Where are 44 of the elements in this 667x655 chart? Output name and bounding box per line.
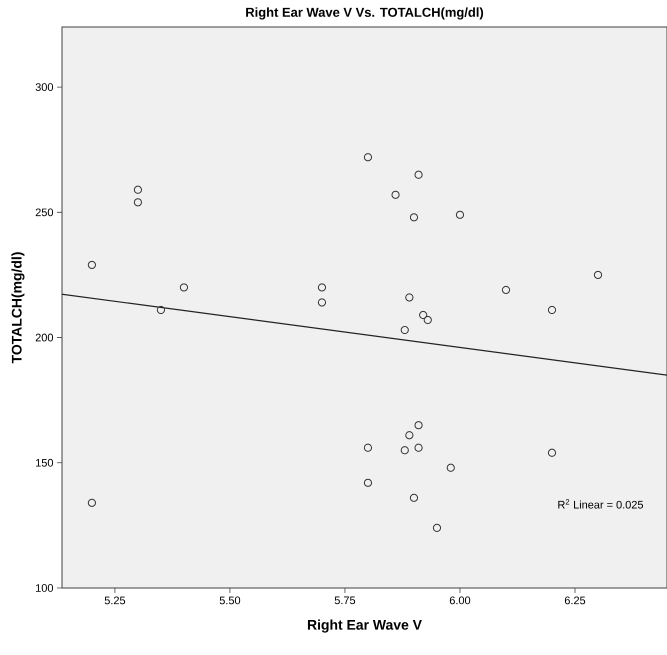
point — [391, 190, 400, 199]
point — [318, 283, 326, 292]
x-axis-title: Right Ear Wave V — [308, 620, 422, 633]
point — [594, 270, 602, 280]
point — [414, 444, 423, 452]
point — [548, 448, 556, 457]
point — [88, 498, 96, 507]
point — [414, 170, 423, 179]
point — [364, 478, 372, 487]
point — [134, 198, 142, 206]
point — [88, 260, 96, 270]
y-tick-label: 100 — [36, 584, 54, 592]
y-tick-label: 250 — [36, 208, 54, 216]
x-tick-label: 6.25 — [564, 596, 586, 604]
point — [400, 326, 409, 334]
annotation: R$^{2}$ Linear = 0.025 — [558, 499, 644, 509]
point — [405, 293, 414, 302]
point — [502, 286, 510, 294]
x-tick-label: 6.00 — [450, 596, 470, 604]
point — [446, 464, 455, 472]
point — [424, 316, 432, 324]
point — [364, 153, 372, 162]
x-tick-label: 5.50 — [220, 596, 240, 604]
point — [419, 310, 428, 320]
point — [410, 213, 418, 222]
point — [400, 446, 409, 454]
chart-title: Right Ear Wave V Vs. TOTALCH(mg/dl) — [246, 7, 484, 20]
point — [180, 283, 188, 292]
point — [548, 306, 556, 314]
point — [432, 524, 442, 532]
y-tick-label: 150 — [36, 458, 54, 467]
x-tick-label: 5.75 — [334, 596, 356, 604]
point — [134, 186, 142, 194]
point — [414, 421, 423, 430]
point — [410, 494, 418, 502]
point — [156, 306, 166, 314]
point — [364, 444, 372, 452]
y-tick-label: 200 — [36, 334, 54, 342]
point — [405, 431, 414, 440]
x-tick-label: 5.25 — [104, 596, 126, 604]
point — [456, 210, 464, 219]
y-axis-title: TOTALCH(mg/dl) — [11, 252, 24, 364]
y-tick-label: 300 — [36, 83, 54, 91]
point — [318, 298, 326, 307]
